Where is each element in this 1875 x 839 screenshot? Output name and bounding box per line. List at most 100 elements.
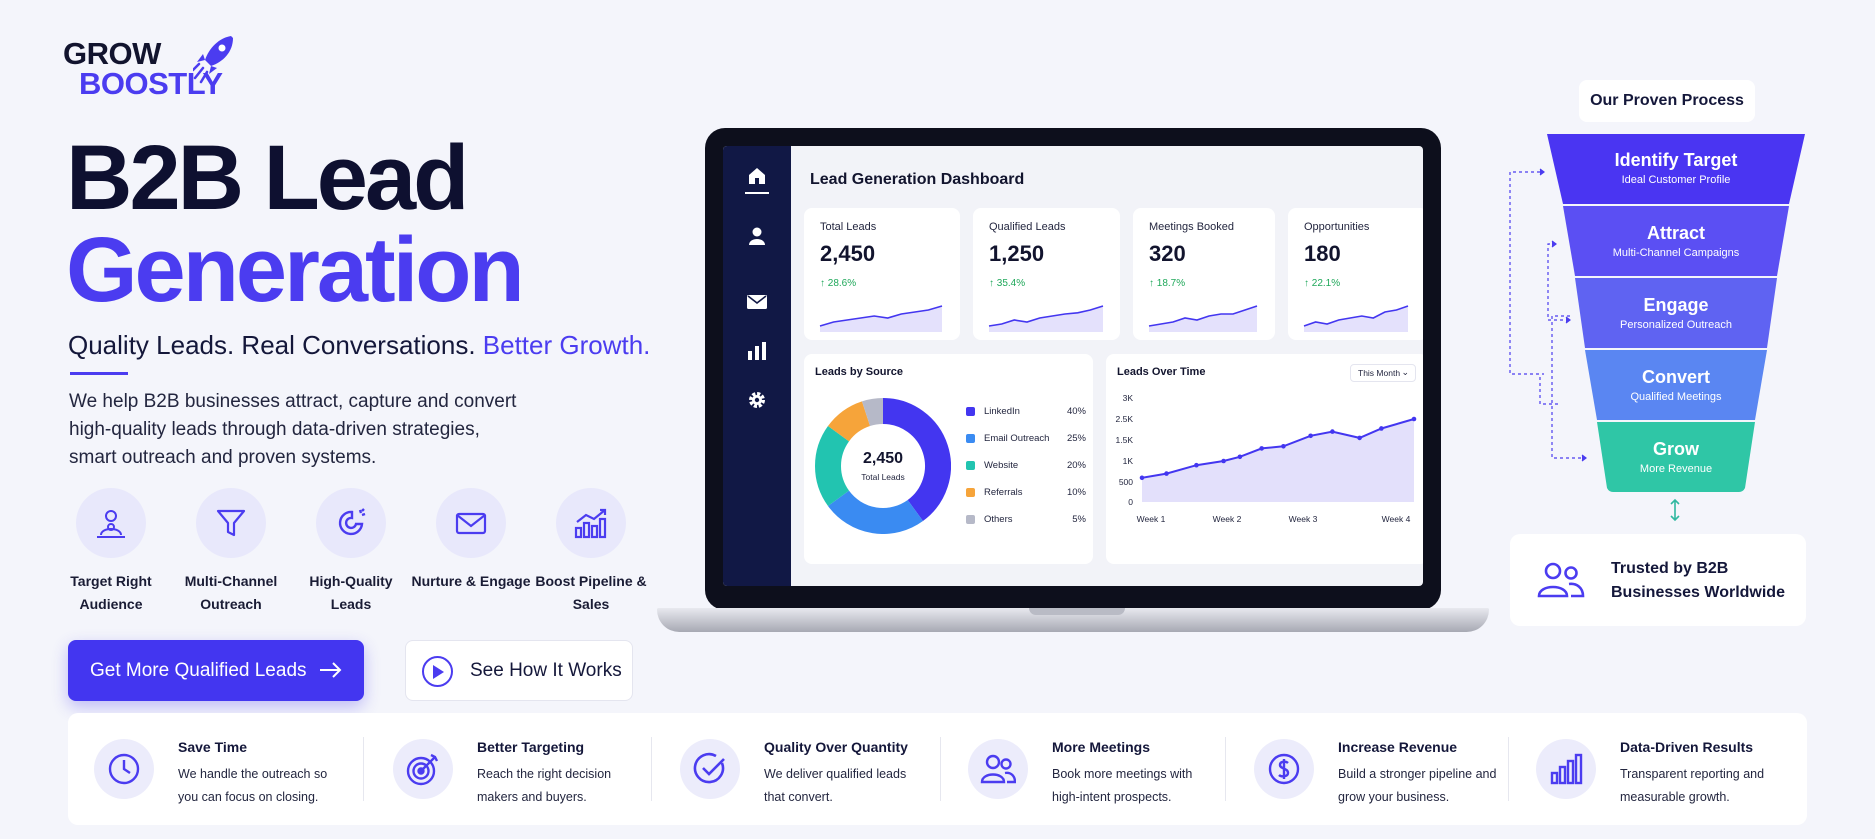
funnel-step-identify[interactable]	[1547, 134, 1805, 204]
legend-swatch	[966, 461, 975, 470]
benefit-title: Data-Driven Results	[1620, 739, 1754, 755]
step-title: Identify Target	[1614, 150, 1738, 170]
stat-card-meetings-booked[interactable]: Meetings Booked 320 ↑ 18.7%	[1133, 208, 1275, 340]
donut-slice-website[interactable]	[815, 426, 850, 506]
stat-label: Total Leads	[820, 221, 877, 233]
stat-card-opportunities[interactable]: Opportunities 180 ↑ 22.1%	[1288, 208, 1423, 340]
funnel-text-identify: Identify Target Ideal Customer Profile	[1545, 150, 1807, 186]
meeting-icon	[968, 739, 1028, 799]
line-point[interactable]	[1259, 446, 1264, 451]
benefit-desc: Book more meetings with high-intent pros…	[1052, 767, 1193, 804]
funnel-text-attract: Attract Multi-Channel Campaigns	[1545, 223, 1807, 259]
line-point[interactable]	[1357, 435, 1362, 441]
stat-card-total-leads[interactable]: Total Leads 2,450 ↑ 28.6%	[804, 208, 960, 340]
funnel-step-engage[interactable]	[1575, 278, 1777, 348]
leads-by-source-panel: Leads by Source 2,450 Total Leads Linked…	[804, 354, 1093, 564]
donut-slice-email-outreach[interactable]	[827, 490, 923, 534]
get-leads-label: Get More Qualified Leads	[90, 659, 307, 681]
see-how-button[interactable]: See How It Works	[405, 640, 633, 701]
bar-chart-icon	[1536, 739, 1596, 799]
mail-icon	[436, 488, 506, 558]
line-point[interactable]	[1139, 475, 1145, 481]
line-chart: 3K 2.5K 1.5K 1K 500 0 Week 1 Week 2 Week 3 Week 4	[1116, 393, 1417, 524]
line-point[interactable]	[1308, 433, 1313, 439]
hero-title-line2: Generation	[66, 219, 525, 321]
feature-pipeline: Boost Pipeline & Sales	[531, 488, 651, 616]
tagline-main: Quality Leads. Real Conversations.	[68, 330, 476, 360]
step-sub: More Revenue	[1639, 463, 1713, 475]
funnel-icon	[196, 488, 266, 558]
line-point[interactable]	[1221, 458, 1226, 464]
legend-swatch	[966, 434, 975, 443]
laptop-base	[657, 608, 1489, 632]
line-point[interactable]	[1281, 444, 1286, 449]
divider	[1225, 737, 1226, 801]
donut-slice-linkedin[interactable]	[882, 398, 951, 522]
funnel-step-convert[interactable]	[1585, 350, 1767, 420]
feature-nurture: Nurture & Engage	[411, 488, 531, 593]
sparkline-line	[1148, 305, 1258, 327]
line-point[interactable]	[1330, 429, 1335, 434]
y-tick-label: 0	[1128, 497, 1133, 507]
sparkline-area	[989, 306, 1103, 332]
play-icon	[422, 656, 453, 687]
stat-value: 1,250	[989, 241, 1045, 266]
benefit-desc: Reach the right decision makers and buye…	[477, 767, 612, 804]
legend-name: Website	[984, 460, 1019, 471]
get-leads-button[interactable]: Get More Qualified Leads	[68, 640, 364, 701]
dashboard-title: Lead Generation Dashboard	[810, 171, 1025, 188]
x-tick-label: Week 4	[1382, 514, 1411, 524]
funnel-step-attract[interactable]	[1563, 206, 1789, 276]
sparkline	[988, 305, 1104, 332]
line-point[interactable]	[1411, 416, 1417, 422]
legend-swatch	[966, 407, 975, 416]
benefit-title: Increase Revenue	[1338, 739, 1458, 755]
dashboard-screen: Lead Generation Dashboard Total Leads 2,…	[723, 146, 1423, 586]
feature-target-audience: Target Right Audience	[51, 488, 171, 616]
user-icon[interactable]	[747, 226, 767, 246]
benefit-title: Save Time	[178, 739, 248, 755]
funnel-step-grow[interactable]	[1597, 422, 1755, 492]
line-point[interactable]	[1237, 454, 1243, 460]
magnet-icon	[316, 488, 386, 558]
double-arrow-icon	[1670, 498, 1680, 522]
legend-name: Email Outreach	[984, 433, 1050, 444]
benefit-title: Better Targeting	[477, 739, 585, 755]
dashboard-sidebar	[723, 146, 791, 586]
bar-chart-icon[interactable]	[747, 342, 767, 360]
stat-value: 2,450	[820, 241, 876, 266]
stat-card-qualified-leads[interactable]: Qualified Leads 1,250 ↑ 35.4%	[973, 208, 1120, 340]
line-point[interactable]	[1379, 426, 1384, 431]
donut-center-label: Total Leads	[861, 472, 905, 482]
donut-slice-referrals[interactable]	[827, 401, 871, 442]
donut-slice-others[interactable]	[861, 398, 884, 427]
laptop-mockup: Lead Generation Dashboard Total Leads 2,…	[705, 128, 1441, 610]
legend-name: LinkedIn	[984, 406, 1020, 417]
stat-change: ↑ 22.1%	[1304, 278, 1341, 289]
sparkline-area	[820, 306, 942, 332]
laptop-notch	[1029, 608, 1125, 615]
funnel-text-convert: Convert Qualified Meetings	[1545, 367, 1807, 403]
benefits-bar: Save Time We handle the outreach so you …	[68, 713, 1807, 825]
arrow-right-icon	[320, 662, 342, 678]
rocket-icon	[193, 36, 233, 84]
line-area	[1142, 419, 1414, 502]
step-title: Attract	[1646, 223, 1705, 243]
legend-value: 5%	[1072, 514, 1086, 525]
funnel-text-grow: Grow More Revenue	[1545, 439, 1807, 475]
mail-icon[interactable]	[747, 294, 767, 310]
line-point[interactable]	[1164, 471, 1169, 476]
divider	[651, 737, 652, 801]
y-tick-label: 2.5K	[1116, 414, 1134, 424]
gear-icon[interactable]	[747, 390, 767, 410]
users-icon	[1537, 562, 1585, 598]
time-filter-select[interactable]: This Month ⌄	[1350, 364, 1416, 382]
line-point[interactable]	[1194, 462, 1199, 468]
stat-change: ↑ 28.6%	[820, 278, 857, 289]
donut-chart	[815, 398, 951, 534]
sparkline	[1148, 305, 1258, 332]
home-icon[interactable]	[747, 166, 767, 186]
legend-name: Others	[984, 514, 1013, 525]
panel-title: Leads by Source	[815, 366, 904, 378]
brand-logo[interactable]: GROW BOOSTLY	[63, 36, 253, 101]
